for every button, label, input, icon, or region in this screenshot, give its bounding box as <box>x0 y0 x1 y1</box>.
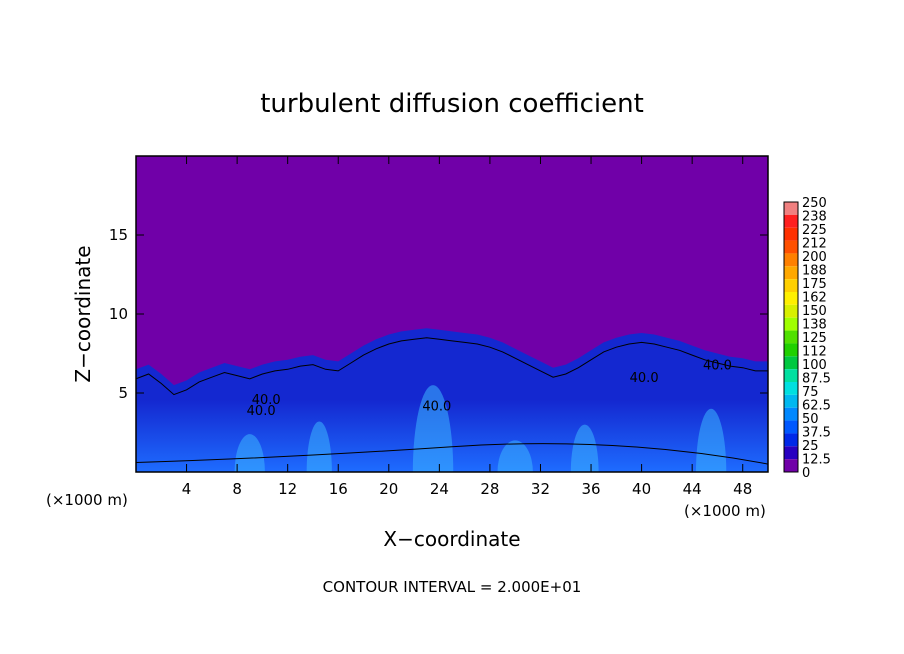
colorbar-swatch <box>784 446 798 460</box>
y-tick-label: 10 <box>109 305 128 323</box>
y-tick-label: 5 <box>118 384 128 402</box>
contour-interval-note: CONTOUR INTERVAL = 2.000E+01 <box>323 578 582 596</box>
colorbar-label: 175 <box>802 277 827 292</box>
colorbar-swatch <box>784 266 798 280</box>
turbulent-region <box>136 328 768 472</box>
y-axis-ticks: 5 10 15 <box>109 226 768 402</box>
x-tick-label: 8 <box>232 480 242 498</box>
colorbar-swatch <box>784 356 798 370</box>
x-axis-ticks: 4 8 12 16 20 24 28 32 36 40 44 48 <box>182 156 752 498</box>
colorbar-label: 212 <box>802 237 827 252</box>
colorbar-label: 0 <box>802 466 810 481</box>
colorbar-swatch <box>784 240 798 254</box>
colorbar-swatch <box>784 279 798 292</box>
colorbar-label: 238 <box>802 210 827 225</box>
contour-line <box>136 337 768 396</box>
colorbar-label: 25 <box>802 439 819 454</box>
contour-lines: 40.040.040.040.040.0 <box>136 337 768 465</box>
turbulence-field <box>136 328 768 472</box>
colorbar-swatch <box>784 394 798 408</box>
colorbar-label: 112 <box>802 345 827 360</box>
x-tick-label: 36 <box>581 480 600 498</box>
x-tick-label: 24 <box>430 480 449 498</box>
contour-label: 40.0 <box>422 399 451 414</box>
colorbar-label: 100 <box>802 358 827 373</box>
colorbar-label: 125 <box>802 331 827 346</box>
colorbar-swatch <box>784 433 798 447</box>
colorbar: 2502382252122001881751621501381251121008… <box>783 196 831 481</box>
colorbar-label: 162 <box>802 291 827 306</box>
colorbar-swatch <box>784 253 798 267</box>
colorbar-swatch <box>784 407 798 421</box>
colorbar-swatch <box>784 227 798 241</box>
colorbar-label: 75 <box>802 385 819 400</box>
colorbar-label: 138 <box>802 318 827 333</box>
x-unit-left: (×1000 m) <box>46 491 128 509</box>
contour-label: 40.0 <box>247 404 276 419</box>
contour-label: 40.0 <box>630 371 659 386</box>
x-tick-label: 48 <box>733 480 752 498</box>
plot-area: 40.040.040.040.040.0 4 8 12 16 20 24 28 32 36 40 4… <box>109 155 769 498</box>
updraft-plume <box>234 434 265 472</box>
x-tick-label: 44 <box>683 480 702 498</box>
updraft-plume <box>497 440 533 472</box>
updraft-plume <box>412 385 454 472</box>
contour-label: 40.0 <box>703 358 732 373</box>
colorbar-swatch <box>784 420 798 434</box>
y-tick-label: 15 <box>109 226 128 244</box>
chart-title: turbulent diffusion coefficient <box>260 89 644 119</box>
x-tick-label: 28 <box>480 480 499 498</box>
colorbar-swatch <box>784 382 798 395</box>
contour-label: 40.0 <box>252 393 281 408</box>
updraft-plume <box>570 424 599 472</box>
colorbar-swatch <box>784 214 798 228</box>
x-unit-right: (×1000 m) <box>684 502 766 520</box>
colorbar-swatch <box>784 330 798 344</box>
x-tick-label: 32 <box>531 480 550 498</box>
colorbar-swatch <box>784 369 798 382</box>
colorbar-frame <box>783 201 799 473</box>
colorbar-label: 150 <box>802 304 827 319</box>
colorbar-swatch <box>784 343 798 357</box>
colorbar-label: 50 <box>802 412 819 427</box>
colorbar-swatch <box>784 317 798 331</box>
colorbar-swatch <box>784 459 798 472</box>
colorbar-label: 225 <box>802 223 827 238</box>
y-axis-label: Z−coordinate <box>71 245 95 382</box>
colorbar-label: 12.5 <box>802 453 831 468</box>
updraft-plume <box>306 421 332 472</box>
colorbar-swatch <box>784 202 798 215</box>
x-tick-label: 12 <box>278 480 297 498</box>
colorbar-swatch <box>784 292 798 305</box>
x-tick-label: 4 <box>182 480 192 498</box>
x-tick-label: 16 <box>329 480 348 498</box>
colorbar-swatch <box>784 304 798 318</box>
colorbar-label: 62.5 <box>802 399 831 414</box>
colorbar-label: 200 <box>802 250 827 265</box>
colorbar-label: 37.5 <box>802 426 831 441</box>
contour-line <box>136 443 768 465</box>
x-tick-label: 40 <box>632 480 651 498</box>
colorbar-label: 250 <box>802 196 827 211</box>
colorbar-label: 188 <box>802 264 827 279</box>
x-tick-label: 20 <box>379 480 398 498</box>
x-axis-label: X−coordinate <box>383 527 520 551</box>
colorbar-label: 87.5 <box>802 372 831 387</box>
